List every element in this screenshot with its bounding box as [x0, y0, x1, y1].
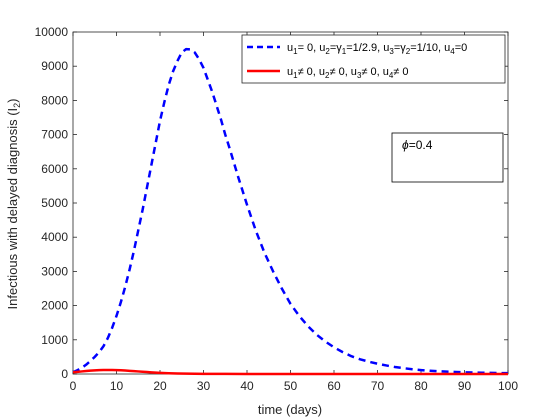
legend-text-part: =0	[455, 42, 468, 54]
plot-area	[72, 31, 509, 375]
legend-label-2: u1​≠ 0, u2​≠ 0, u3​≠ 0, u4​≠ 0	[287, 66, 409, 80]
series-line-1	[72, 47, 509, 375]
y-tick-label: 9000	[41, 59, 68, 73]
x-tick-label: 50	[284, 379, 298, 393]
x-tick-label: 40	[240, 379, 254, 393]
annotation-text: ϕ=0.4	[402, 138, 433, 152]
legend-text-part: =γ	[330, 42, 342, 54]
y-axis-title-main: Infectious with delayed diagnosis (I	[5, 108, 20, 310]
legend-text-part: ≠ 0, u	[361, 66, 388, 78]
legend-subscript: 3	[389, 47, 394, 56]
y-tick-label: 10000	[35, 25, 69, 39]
legend-text-part: ≠ 0, u	[298, 66, 325, 78]
legend-subscript: 2	[406, 47, 411, 56]
y-tick-labels: 0 1000 2000 3000 4000 5000 6000 7000 8000 9000 100…	[35, 25, 69, 381]
legend-subscript: 1	[293, 47, 298, 56]
series-lines	[72, 47, 509, 376]
y-tick-label: 5000	[41, 196, 68, 210]
x-tick-label: 100	[498, 379, 518, 393]
legend-subscript: 1	[293, 71, 298, 80]
y-tick-label: 0	[61, 367, 68, 381]
legend-label-1: u1​= 0, u2​=γ1​=1/2.9, u3​=γ2​=1/10, u4​…	[287, 42, 467, 56]
x-tick-label: 80	[414, 379, 428, 393]
y-axis-title: Infectious with delayed diagnosis (I2)	[5, 99, 22, 310]
legend-text-part: =γ	[394, 42, 406, 54]
x-tick-label: 0	[70, 379, 77, 393]
annotation: ϕ=0.4	[391, 132, 504, 183]
x-tick-labels: 0 10 20 30 40 50 60 70 80 90 100	[70, 379, 519, 393]
legend-subscript: 3	[357, 71, 362, 80]
y-axis-title-sub: 2	[12, 103, 22, 108]
x-tick-label: 90	[458, 379, 472, 393]
legend-text-part: ≠ 0	[393, 66, 408, 78]
legend-subscript: 1	[342, 47, 347, 56]
y-tick-label: 3000	[41, 264, 68, 278]
legend-box	[241, 34, 506, 84]
annotation-value: =0.4	[409, 138, 433, 152]
series-line-2	[72, 368, 508, 376]
y-tick-label: 7000	[41, 128, 68, 142]
annotation-symbol: ϕ	[402, 138, 409, 152]
legend: u1​= 0, u2​=γ1​=1/2.9, u3​=γ2​=1/10, u4​…	[241, 34, 506, 84]
legend-text-part: =1/2.9, u	[346, 42, 389, 54]
x-tick-label: 10	[110, 379, 124, 393]
legend-subscript: 2	[325, 71, 330, 80]
annotation-box	[391, 132, 504, 183]
legend-subscript: 4	[450, 47, 455, 56]
y-tick-label: 2000	[41, 299, 68, 313]
legend-text-part: =1/10, u	[410, 42, 450, 54]
x-axis-title: time (days)	[258, 402, 322, 417]
legend-subscript: 4	[389, 71, 394, 80]
x-tick-label: 30	[197, 379, 211, 393]
legend-text-part: u	[287, 66, 293, 78]
legend-text-part: = 0, u	[298, 42, 326, 54]
legend-subscript: 2	[325, 47, 330, 56]
x-tick-label: 20	[153, 379, 167, 393]
y-tick-label: 1000	[41, 333, 68, 347]
legend-text-part: ≠ 0, u	[329, 66, 356, 78]
x-tick-label: 60	[327, 379, 341, 393]
y-tick-label: 8000	[41, 93, 68, 107]
y-tick-label: 4000	[41, 230, 68, 244]
legend-text-part: u	[287, 42, 293, 54]
y-axis-title-end: )	[5, 99, 20, 103]
y-tick-label: 6000	[41, 162, 68, 176]
x-tick-label: 70	[371, 379, 385, 393]
